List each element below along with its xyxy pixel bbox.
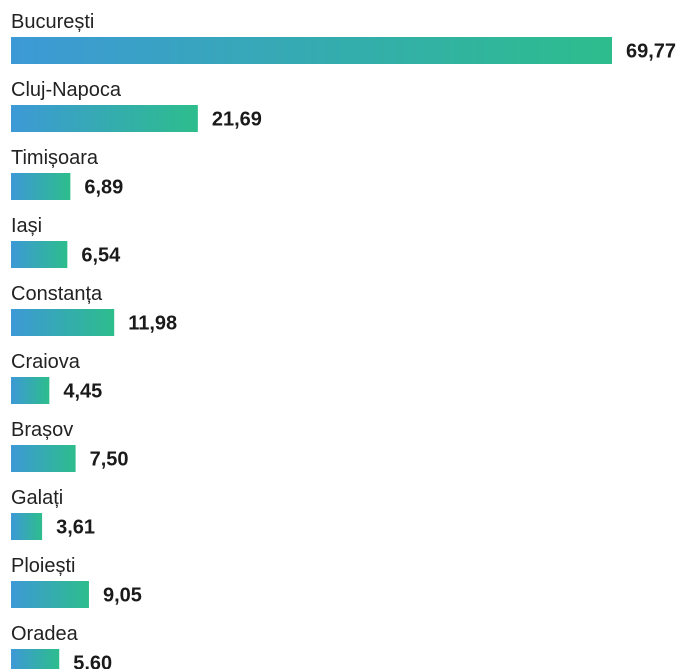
category-label: Timișoara [11, 147, 99, 169]
value-label: 4,45 [63, 381, 102, 403]
category-label: Oradea [11, 623, 79, 645]
value-label: 3,61 [56, 517, 95, 539]
bar [11, 445, 76, 472]
value-label: 69,77 [626, 41, 676, 63]
category-label: Brașov [11, 419, 73, 441]
value-label: 21,69 [212, 109, 262, 131]
bar [11, 513, 43, 540]
bars-group: București 69,77 Cluj-Napoca 21,69 Timișoara 6… [11, 11, 676, 669]
bar [11, 377, 50, 404]
bar [11, 581, 89, 608]
bar [11, 309, 115, 336]
category-label: București [11, 11, 94, 33]
value-label: 9,05 [103, 585, 142, 607]
value-label: 6,89 [84, 177, 123, 199]
bar [11, 105, 198, 132]
value-label: 7,50 [90, 449, 129, 471]
category-label: Galați [11, 487, 63, 509]
bar [11, 241, 68, 268]
bar [11, 37, 612, 64]
bar [11, 173, 71, 200]
category-label: Constanța [11, 283, 103, 305]
category-label: Craiova [11, 351, 81, 373]
value-label: 6,54 [81, 245, 121, 267]
category-label: Iași [11, 215, 42, 237]
bar [11, 649, 60, 669]
category-label: Ploiești [11, 555, 75, 577]
category-label: Cluj-Napoca [11, 79, 122, 101]
value-label: 11,98 [128, 313, 177, 335]
value-label: 5,60 [73, 653, 112, 669]
